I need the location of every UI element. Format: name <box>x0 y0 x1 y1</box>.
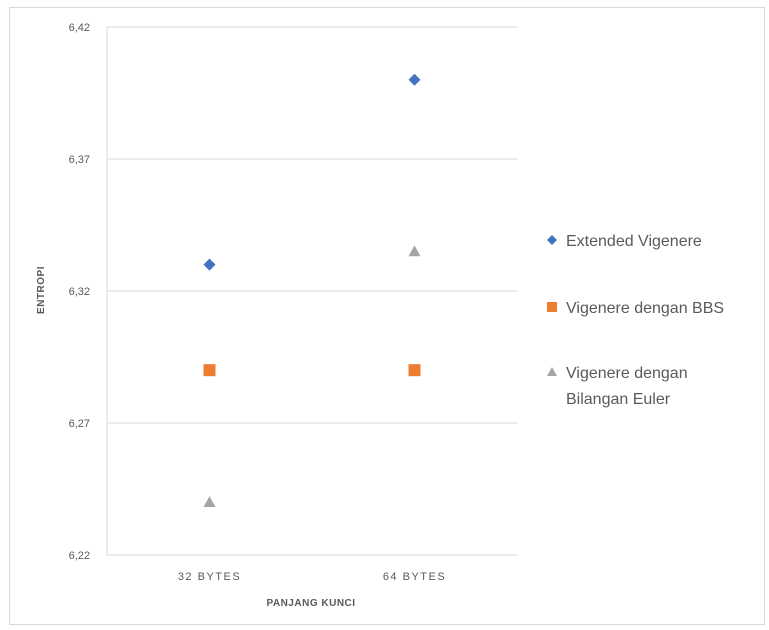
data-point-triangle <box>203 496 216 507</box>
legend-marker-triangle <box>547 367 557 376</box>
legend-label: Bilangan Euler <box>566 391 671 408</box>
data-point-triangle <box>408 245 421 257</box>
y-tick-label: 6,22 <box>69 550 90 562</box>
legend: Extended Vigenere Vigenere dengan BBS Vige… <box>547 233 724 408</box>
data-points <box>203 73 421 507</box>
gridlines <box>106 26 517 556</box>
legend-marker-diamond <box>547 235 557 245</box>
legend-marker-square <box>547 302 557 312</box>
y-tick-label: 6,27 <box>69 418 90 430</box>
y-tick-label: 6,42 <box>69 22 90 34</box>
y-tick-label: 6,37 <box>69 154 90 166</box>
chart-frame <box>9 7 765 625</box>
legend-label: Vigenere dengan <box>566 365 688 382</box>
y-axis-ticks: 6,22 6,27 6,32 6,37 6,42 <box>69 22 90 562</box>
legend-label: Extended Vigenere <box>566 233 702 250</box>
legend-label: Vigenere dengan BBS <box>566 300 724 317</box>
data-point-square <box>203 364 216 377</box>
x-tick-label: 64 BYTES <box>383 571 446 583</box>
x-axis-categories: 32 BYTES 64 BYTES <box>178 571 446 583</box>
x-axis-title: PANJANG KUNCI <box>266 598 355 609</box>
x-tick-label: 32 BYTES <box>178 571 241 583</box>
data-point-diamond <box>203 258 216 271</box>
y-tick-label: 6,32 <box>69 286 90 298</box>
data-point-square <box>408 364 421 377</box>
data-point-diamond <box>408 73 421 86</box>
y-axis-title: ENTROPI <box>36 266 47 314</box>
